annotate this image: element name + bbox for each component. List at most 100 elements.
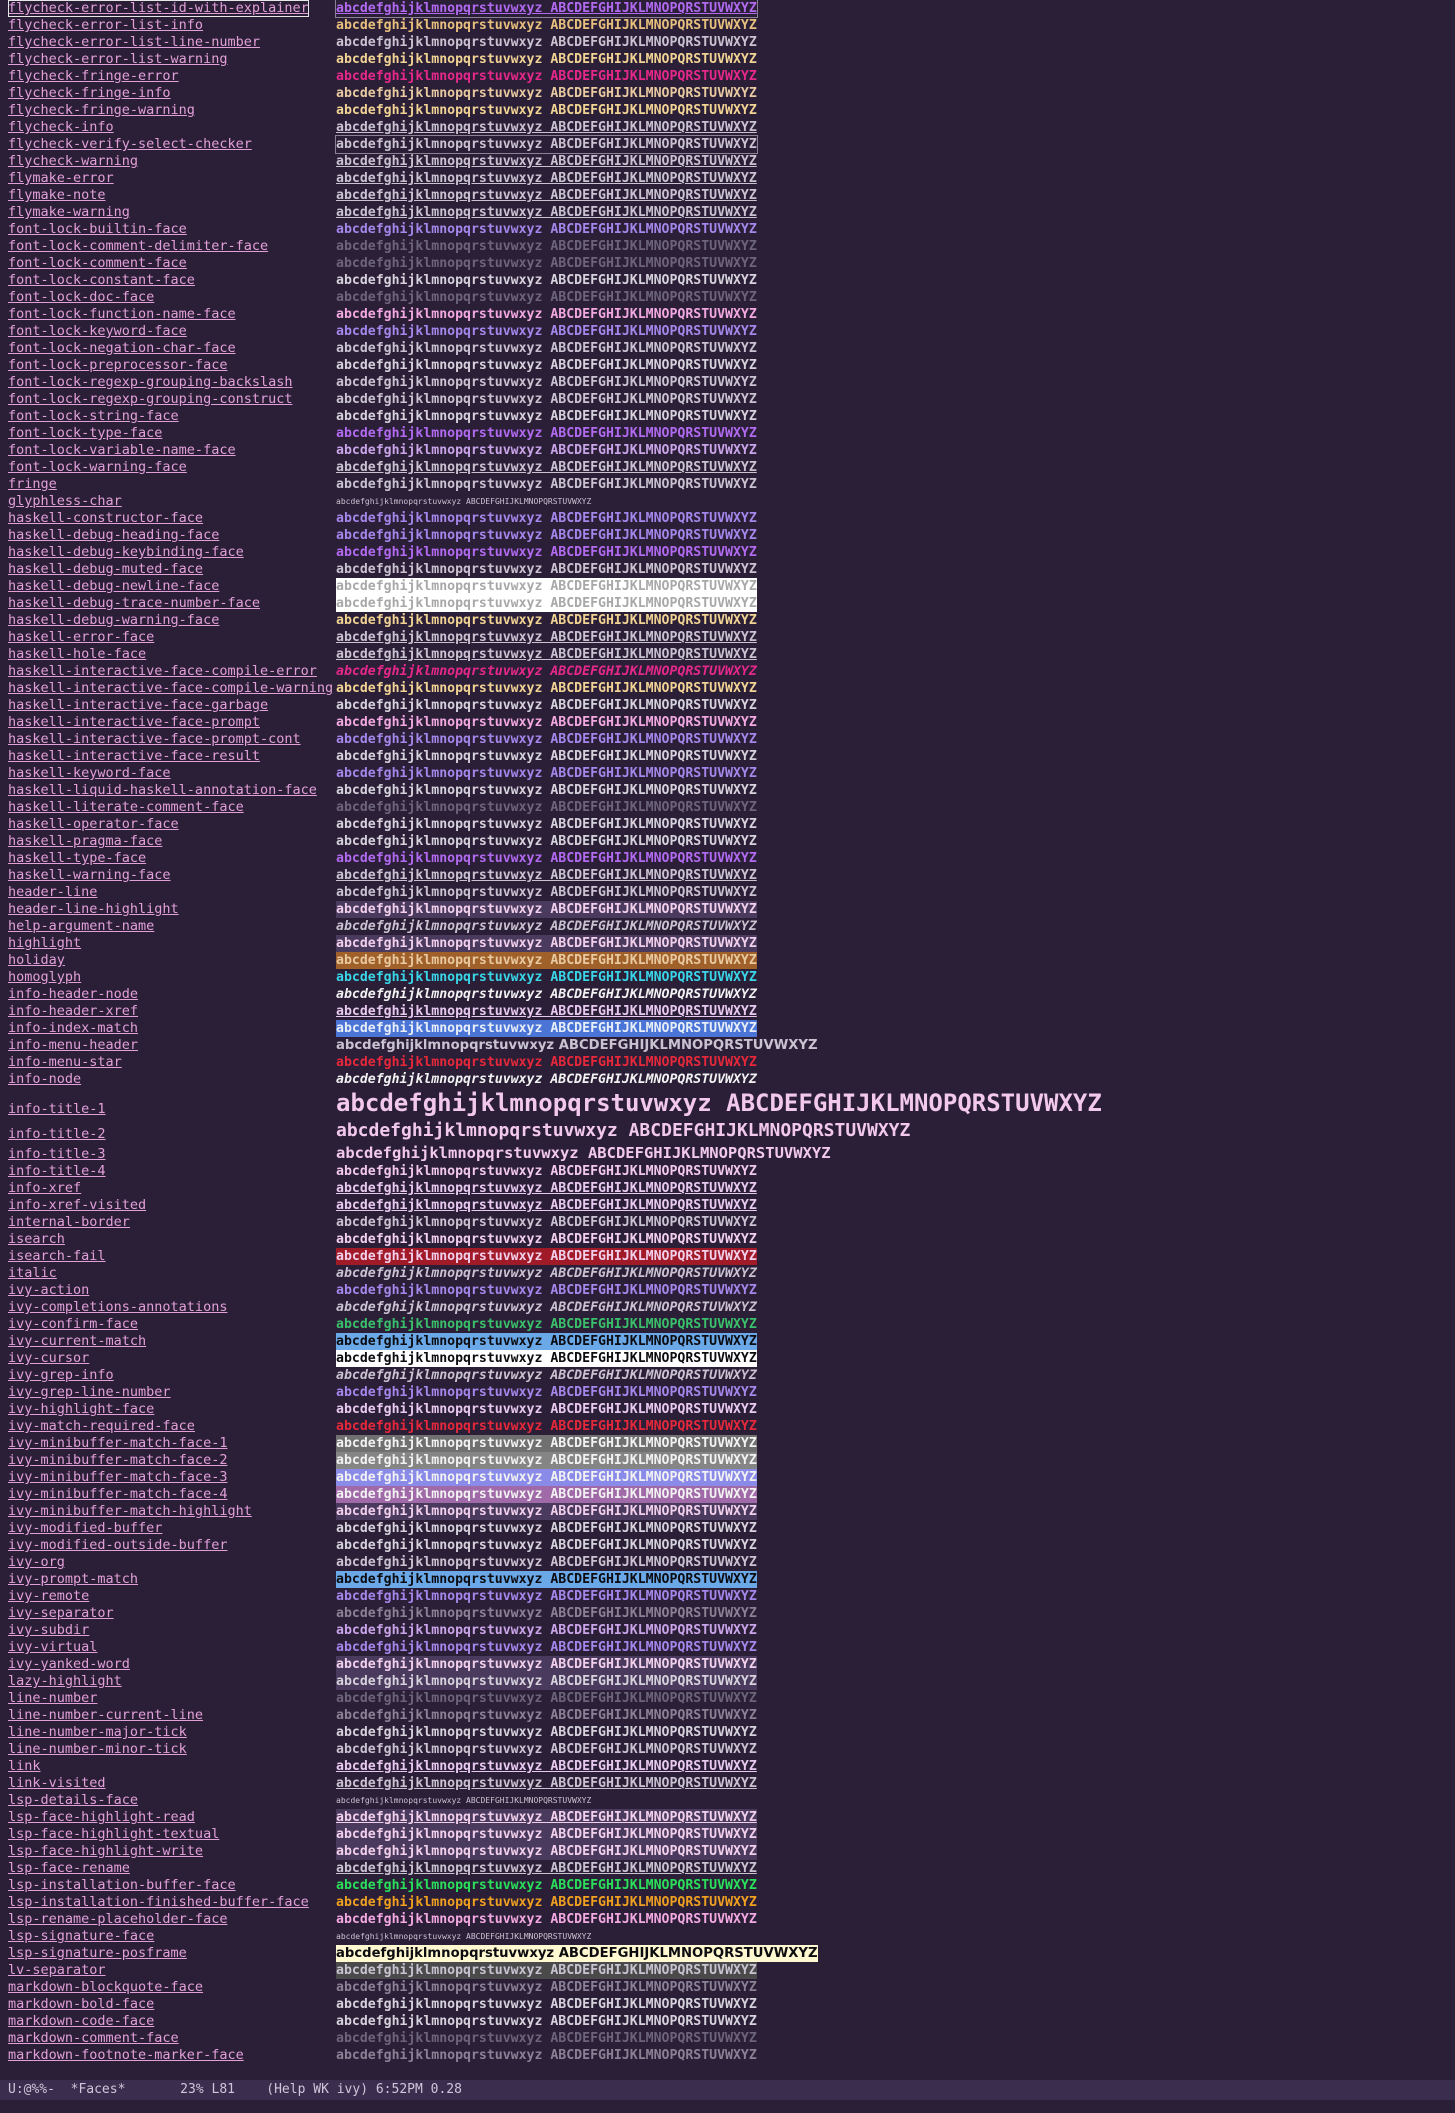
face-name-link[interactable]: font-lock-warning-face [8,459,187,475]
face-name-link[interactable]: header-line-highlight [8,901,179,917]
face-name-link[interactable]: ivy-remote [8,1588,90,1604]
face-name-link[interactable]: isearch [8,1231,65,1247]
face-name-link[interactable]: flycheck-info [8,119,114,135]
face-name-link[interactable]: font-lock-builtin-face [8,221,187,237]
face-name-link[interactable]: link [8,1758,41,1774]
face-name-link[interactable]: info-xref [8,1180,82,1196]
face-name-link[interactable]: ivy-org [8,1554,65,1570]
face-name-link[interactable]: haskell-debug-warning-face [8,612,220,628]
face-name-link[interactable]: ivy-grep-info [8,1367,114,1383]
face-name-link[interactable]: haskell-debug-newline-face [8,578,220,594]
face-name-link[interactable]: flycheck-error-list-line-number [8,34,260,50]
face-name-link[interactable]: flycheck-warning [8,153,139,169]
face-name-link[interactable]: haskell-liquid-haskell-annotation-face [8,782,317,798]
face-name-link[interactable]: haskell-warning-face [8,867,171,883]
face-name-link[interactable]: flymake-warning [8,204,130,220]
face-name-link[interactable]: italic [8,1265,57,1281]
face-name-link[interactable]: line-number-current-line [8,1707,204,1723]
face-name-link[interactable]: font-lock-regexp-grouping-construct [8,391,293,407]
face-name-link[interactable]: haskell-interactive-face-compile-error [8,663,317,679]
face-name-link[interactable]: font-lock-keyword-face [8,323,187,339]
face-name-link[interactable]: info-title-1 [8,1101,106,1117]
face-name-link[interactable]: ivy-yanked-word [8,1656,130,1672]
face-name-link[interactable]: font-lock-string-face [8,408,179,424]
face-name-link[interactable]: info-index-match [8,1020,139,1036]
face-name-link[interactable]: lsp-rename-placeholder-face [8,1911,228,1927]
face-name-link[interactable]: info-header-node [8,986,139,1002]
face-name-link[interactable]: info-title-2 [8,1126,106,1142]
face-name-link[interactable]: lsp-face-rename [8,1860,130,1876]
face-name-link[interactable]: lsp-signature-face [8,1928,155,1944]
face-name-link[interactable]: line-number-minor-tick [8,1741,187,1757]
face-name-link[interactable]: lsp-face-highlight-write [8,1843,204,1859]
face-name-link[interactable]: flycheck-error-list-warning [8,51,228,67]
face-name-link[interactable]: ivy-action [8,1282,90,1298]
face-name-link[interactable]: haskell-hole-face [8,646,147,662]
face-name-link[interactable]: font-lock-preprocessor-face [8,357,228,373]
face-name-link[interactable]: lsp-face-highlight-read [8,1809,195,1825]
face-name-link[interactable]: ivy-cursor [8,1350,90,1366]
face-name-link[interactable]: haskell-debug-trace-number-face [8,595,260,611]
face-name-link[interactable]: glyphless-char [8,493,122,509]
face-name-link[interactable]: font-lock-negation-char-face [8,340,236,356]
face-name-link[interactable]: ivy-subdir [8,1622,90,1638]
face-name-link[interactable]: holiday [8,952,65,968]
face-name-link[interactable]: info-node [8,1071,82,1087]
face-name-link[interactable]: info-title-4 [8,1163,106,1179]
face-name-link[interactable]: flymake-note [8,187,106,203]
face-name-link[interactable]: info-xref-visited [8,1197,147,1213]
face-name-link[interactable]: font-lock-function-name-face [8,306,236,322]
face-name-link[interactable]: markdown-bold-face [8,1996,155,2012]
face-name-link[interactable]: lazy-highlight [8,1673,122,1689]
face-name-link[interactable]: ivy-minibuffer-match-face-1 [8,1435,228,1451]
face-name-link[interactable]: info-header-xref [8,1003,139,1019]
face-name-link[interactable]: font-lock-comment-face [8,255,187,271]
face-name-link[interactable]: flycheck-fringe-warning [8,102,195,118]
face-name-link[interactable]: line-number [8,1690,98,1706]
face-name-link[interactable]: haskell-interactive-face-result [8,748,260,764]
face-name-link[interactable]: haskell-pragma-face [8,833,163,849]
face-name-link[interactable]: ivy-minibuffer-match-face-2 [8,1452,228,1468]
face-name-link[interactable]: isearch-fail [8,1248,106,1264]
face-name-link[interactable]: fringe [8,476,57,492]
face-name-link[interactable]: markdown-blockquote-face [8,1979,204,1995]
face-name-link[interactable]: ivy-minibuffer-match-face-4 [8,1486,228,1502]
face-name-link[interactable]: flycheck-fringe-error [8,68,179,84]
face-name-link[interactable]: flycheck-error-list-info [8,17,204,33]
face-name-link[interactable]: ivy-match-required-face [8,1418,195,1434]
face-name-link[interactable]: ivy-minibuffer-match-face-3 [8,1469,228,1485]
face-name-link[interactable]: link-visited [8,1775,106,1791]
face-name-link[interactable]: info-menu-star [8,1054,122,1070]
face-name-link[interactable]: info-menu-header [8,1037,139,1053]
face-name-link[interactable]: font-lock-constant-face [8,272,195,288]
face-name-link[interactable]: lsp-installation-buffer-face [8,1877,236,1893]
face-name-link[interactable]: ivy-minibuffer-match-highlight [8,1503,252,1519]
face-name-link[interactable]: haskell-operator-face [8,816,179,832]
face-name-link[interactable]: ivy-current-match [8,1333,147,1349]
face-name-link[interactable]: lsp-face-highlight-textual [8,1826,220,1842]
face-name-link[interactable]: flycheck-verify-select-checker [8,136,252,152]
face-name-link[interactable]: font-lock-comment-delimiter-face [8,238,269,254]
face-name-link[interactable]: homoglyph [8,969,82,985]
face-name-link[interactable]: ivy-modified-outside-buffer [8,1537,228,1553]
face-name-link[interactable]: lsp-signature-posframe [8,1945,187,1961]
face-name-link[interactable]: font-lock-variable-name-face [8,442,236,458]
face-name-link[interactable]: ivy-separator [8,1605,114,1621]
face-name-link[interactable]: info-title-3 [8,1146,106,1162]
face-name-link[interactable]: lv-separator [8,1962,106,1978]
face-name-link[interactable]: internal-border [8,1214,130,1230]
face-name-link[interactable]: font-lock-doc-face [8,289,155,305]
face-name-link[interactable]: haskell-debug-muted-face [8,561,204,577]
face-name-link[interactable]: ivy-modified-buffer [8,1520,163,1536]
face-name-link[interactable]: haskell-type-face [8,850,147,866]
face-name-link[interactable]: markdown-code-face [8,2013,155,2029]
face-name-link[interactable]: ivy-highlight-face [8,1401,155,1417]
face-name-link[interactable]: markdown-footnote-marker-face [8,2047,244,2063]
face-name-link[interactable]: haskell-constructor-face [8,510,204,526]
face-name-link[interactable]: font-lock-type-face [8,425,163,441]
face-name-link[interactable]: header-line [8,884,98,900]
face-name-link[interactable]: haskell-interactive-face-compile-warning [8,680,334,696]
face-name-link[interactable]: help-argument-name [8,918,155,934]
face-name-link[interactable]: lsp-installation-finished-buffer-face [8,1894,309,1910]
face-name-link[interactable]: lsp-details-face [8,1792,139,1808]
